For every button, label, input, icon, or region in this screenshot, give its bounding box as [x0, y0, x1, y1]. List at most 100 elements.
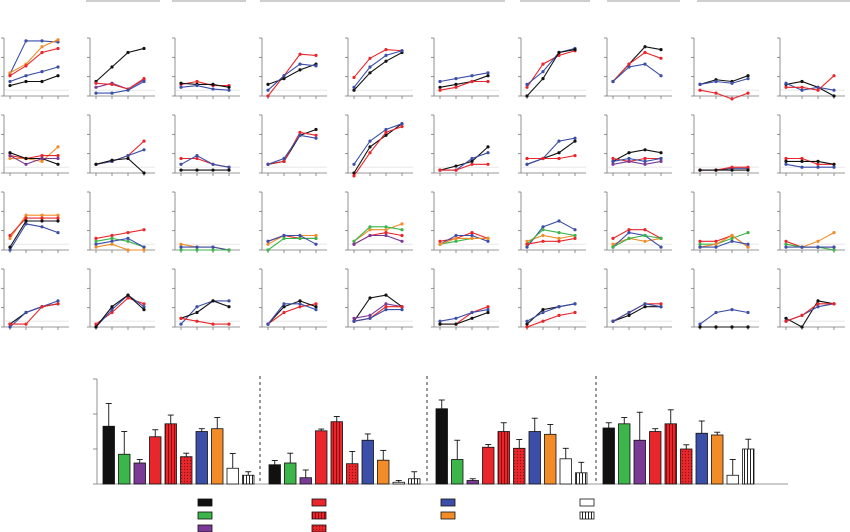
data-point: [832, 248, 836, 252]
data-point: [298, 133, 302, 137]
series-line: [181, 246, 230, 251]
series-line: [353, 303, 403, 319]
data-point: [298, 305, 302, 309]
legend-swatch: [579, 511, 595, 520]
series-line: [267, 303, 317, 325]
data-point: [400, 222, 404, 226]
data-point: [746, 242, 750, 246]
series-line: [526, 303, 576, 322]
series-line: [526, 47, 576, 85]
data-point: [142, 148, 146, 152]
legend-swatch: [579, 498, 595, 507]
bar: [513, 447, 526, 485]
data-point: [714, 245, 718, 249]
series-line: [9, 39, 59, 74]
data-point: [784, 242, 788, 246]
data-point: [832, 302, 836, 306]
data-point: [314, 136, 318, 140]
data-point: [454, 316, 458, 320]
data-point: [525, 85, 529, 89]
data-point: [627, 313, 631, 317]
data-point: [486, 239, 490, 243]
line-panel: [604, 37, 672, 99]
data-point: [110, 82, 114, 86]
data-point: [816, 302, 820, 306]
data-point: [627, 228, 631, 232]
bar: [118, 453, 131, 485]
data-point: [110, 239, 114, 243]
bar: [392, 481, 405, 485]
legend-swatch: [311, 524, 327, 532]
series-line: [699, 75, 749, 85]
data-point: [266, 248, 270, 252]
data-point: [56, 40, 60, 44]
data-point: [643, 305, 647, 309]
bar: [211, 428, 224, 485]
data-point: [611, 156, 615, 161]
data-point: [227, 248, 231, 252]
data-point: [611, 245, 615, 249]
data-point: [698, 322, 702, 326]
data-point: [454, 322, 458, 326]
data-point: [627, 159, 631, 163]
data-point: [400, 125, 404, 129]
data-point: [400, 305, 404, 309]
data-point: [698, 88, 702, 92]
bar: [377, 459, 390, 485]
bar: [164, 423, 177, 485]
line-panel: [691, 114, 759, 176]
data-point: [714, 79, 718, 84]
data-point: [24, 79, 28, 84]
data-point: [470, 159, 474, 163]
data-point: [179, 156, 183, 161]
data-point: [659, 245, 663, 249]
data-point: [40, 70, 44, 74]
data-point: [816, 159, 820, 163]
series-line: [9, 155, 58, 160]
data-point: [298, 52, 302, 56]
series-line: [95, 294, 145, 328]
data-point: [384, 308, 388, 312]
line-panel: [777, 191, 845, 253]
data-point: [282, 302, 286, 306]
series-line: [526, 234, 576, 242]
data-point: [541, 319, 545, 323]
series-line: [439, 75, 489, 88]
series-line: [699, 78, 749, 85]
legend-swatch: [311, 511, 327, 520]
data-point: [698, 325, 702, 329]
data-point: [557, 139, 561, 143]
bar: [528, 431, 541, 485]
legend-swatch: [197, 498, 213, 507]
data-point: [24, 216, 28, 220]
series-line: [526, 237, 576, 245]
series-line: [353, 309, 402, 322]
data-point: [384, 233, 388, 238]
data-point: [659, 56, 663, 60]
series-line: [267, 63, 317, 91]
data-point: [8, 154, 12, 158]
bar: [195, 431, 208, 485]
data-point: [486, 74, 490, 78]
series-line: [527, 155, 576, 160]
data-point: [573, 136, 577, 140]
series-line: [786, 160, 835, 165]
data-point: [352, 239, 356, 243]
data-point: [142, 46, 146, 51]
data-point: [352, 75, 356, 80]
series-line: [785, 163, 834, 168]
data-point: [195, 168, 199, 172]
data-point: [227, 322, 231, 326]
data-point: [557, 151, 561, 155]
data-point: [211, 162, 215, 166]
bar-legend: [197, 498, 595, 532]
line-panel: [1, 114, 69, 176]
data-point: [438, 168, 442, 172]
data-point: [454, 82, 458, 86]
line-panel: [345, 268, 413, 330]
data-point: [541, 156, 545, 161]
data-point: [94, 162, 98, 166]
data-point: [816, 305, 820, 309]
data-point: [8, 79, 12, 84]
data-point: [832, 74, 836, 78]
